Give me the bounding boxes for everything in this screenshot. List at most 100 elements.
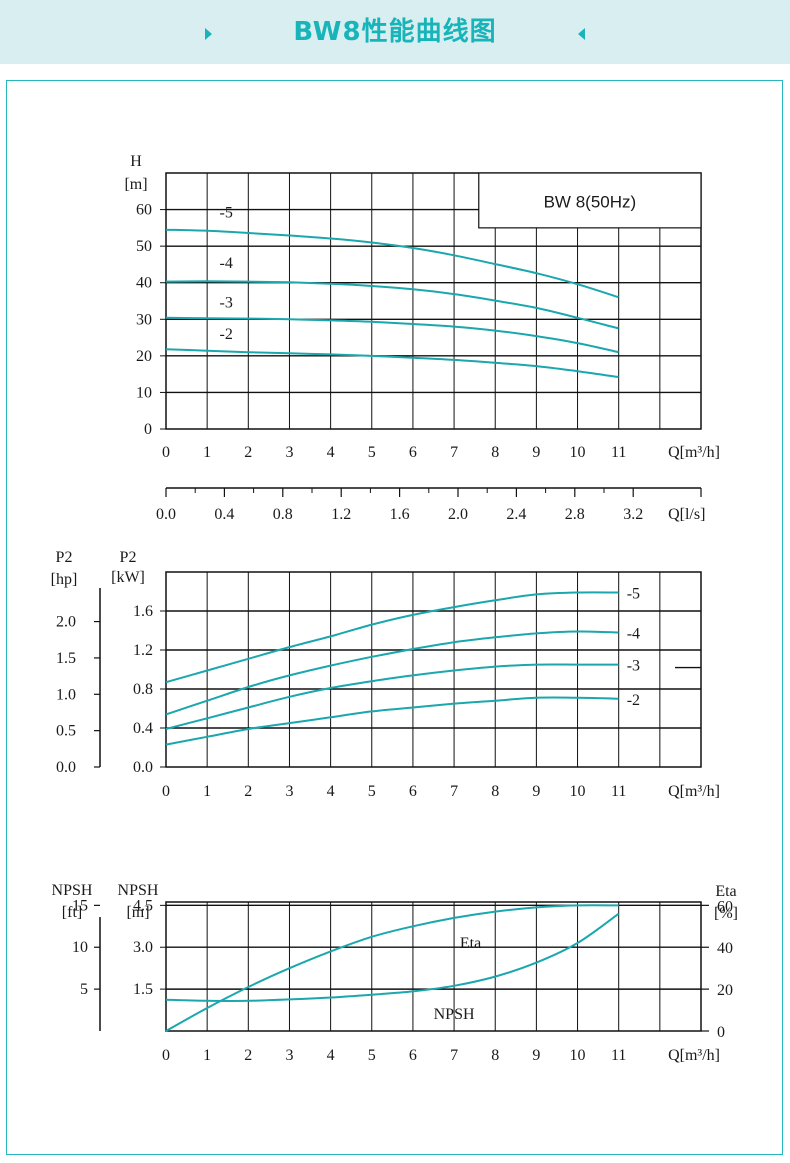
power-x-tick-label: 6 <box>409 783 417 800</box>
npsh-m-axis-label: NPSH <box>118 882 159 899</box>
npsh-m-axis-unit: [m] <box>126 904 149 921</box>
power-kw-tick-label: 0.4 <box>133 720 153 737</box>
eta-tick-label: 60 <box>717 898 733 915</box>
arrow-left-icon <box>578 28 585 40</box>
power-kw-tick-label: 0.8 <box>133 681 153 698</box>
npsh-x-tick-label: 6 <box>409 1047 417 1064</box>
power-hp-tick-label: 0.5 <box>56 723 76 740</box>
power-curve <box>165 630 619 716</box>
model-name-box <box>478 172 702 229</box>
head-series-label: -5 <box>220 205 233 222</box>
power-curve <box>165 591 619 684</box>
head-curve <box>165 228 620 299</box>
power-series-label: -2 <box>627 692 640 709</box>
npsh-plot-border <box>165 901 702 1032</box>
head-y-tick-label: 30 <box>136 311 152 328</box>
power-x-axis-label: Q[m³/h] <box>668 783 720 800</box>
head-x-tick-label: 7 <box>450 444 458 461</box>
head-curve <box>165 280 619 330</box>
flow-ls-tick-label: 1.2 <box>331 506 351 523</box>
npsh-ft-tick-label: 10 <box>72 939 88 956</box>
power-curve <box>165 663 619 730</box>
head-series-label: -4 <box>220 255 233 272</box>
power-hp-tick-label: 1.0 <box>56 686 76 703</box>
power-x-tick-label: 1 <box>203 783 211 800</box>
title-banner <box>0 0 790 64</box>
head-x-tick-label: 5 <box>368 444 376 461</box>
head-x-tick-label: 1 <box>203 444 211 461</box>
head-x-tick-label: 10 <box>570 444 586 461</box>
power-series-label: -3 <box>627 658 640 675</box>
power-x-tick-label: 7 <box>450 783 458 800</box>
power-curve <box>165 696 619 746</box>
npsh-x-tick-label: 10 <box>570 1047 586 1064</box>
power-x-tick-label: 0 <box>162 783 170 800</box>
head-x-tick-label: 9 <box>532 444 540 461</box>
npsh-x-tick-label: 1 <box>203 1047 211 1064</box>
head-y-tick-label: 10 <box>136 384 152 401</box>
npsh-x-tick-label: 5 <box>368 1047 376 1064</box>
head-series-label: -2 <box>220 326 233 343</box>
flow-ls-tick-label: 1.6 <box>390 506 410 523</box>
power-x-tick-label: 10 <box>570 783 586 800</box>
npsh-x-tick-label: 4 <box>327 1047 335 1064</box>
power-kw-axis-label: P2 <box>120 549 137 566</box>
power-kw-tick-label: 0.0 <box>133 759 153 776</box>
npsh-curve <box>165 912 620 1002</box>
power-hp-tick-label: 1.5 <box>56 650 76 667</box>
power-x-tick-label: 8 <box>491 783 499 800</box>
npsh-m-tick-label: 4.5 <box>133 897 153 914</box>
flow-ls-tick-label: 2.8 <box>565 506 585 523</box>
head-y-axis-label: H <box>130 153 142 170</box>
power-kw-axis-unit: [kW] <box>111 569 145 586</box>
page-title: BW8性能曲线图 <box>293 17 497 47</box>
head-x-tick-label: 11 <box>611 444 626 461</box>
head-y-tick-label: 20 <box>136 348 152 365</box>
eta-tick-label: 40 <box>717 940 733 957</box>
eta-axis-unit: [%] <box>714 905 738 922</box>
power-x-tick-label: 4 <box>327 783 335 800</box>
npsh-ft-tick-label: 15 <box>72 897 88 914</box>
npsh-x-tick-label: 9 <box>532 1047 540 1064</box>
npsh-x-tick-label: 3 <box>285 1047 293 1064</box>
flow-ls-tick-label: 0.4 <box>214 506 234 523</box>
flow-ls-tick-label: 2.0 <box>448 506 468 523</box>
chart-frame <box>6 80 783 1155</box>
power-x-tick-label: 2 <box>244 783 252 800</box>
head-x-tick-label: 0 <box>162 444 170 461</box>
head-x-axis-label: Q[m³/h] <box>668 444 720 461</box>
power-series-label: -4 <box>627 625 640 642</box>
flow-ls-tick-label: 3.2 <box>623 506 643 523</box>
eta-tick-label: 0 <box>717 1024 725 1041</box>
arrow-right-icon <box>205 28 212 40</box>
power-hp-tick-label: 2.0 <box>56 614 76 631</box>
power-x-tick-label: 3 <box>285 783 293 800</box>
model-name-label: BW 8(50Hz) <box>544 193 637 212</box>
npsh-ft-tick-label: 5 <box>80 981 88 998</box>
npsh-ft-axis-unit: [ft] <box>62 904 82 921</box>
power-plot-border <box>165 571 702 768</box>
npsh-series-label: NPSH <box>434 1006 475 1023</box>
head-series-label: -3 <box>220 295 233 312</box>
eta-curve <box>165 904 619 1032</box>
power-x-tick-label: 9 <box>532 783 540 800</box>
npsh-ft-axis-label: NPSH <box>52 882 93 899</box>
npsh-x-tick-label: 0 <box>162 1047 170 1064</box>
head-curve <box>165 348 619 379</box>
head-y-tick-label: 50 <box>136 238 152 255</box>
flow-ls-tick-label: 0.0 <box>156 506 176 523</box>
head-y-axis-unit: [m] <box>124 176 147 193</box>
eta-axis-label: Eta <box>715 883 736 900</box>
npsh-x-axis-label: Q[m³/h] <box>668 1047 720 1064</box>
power-hp-axis-unit: [hp] <box>51 571 78 588</box>
head-x-tick-label: 3 <box>285 444 293 461</box>
power-series-label: -5 <box>627 585 640 602</box>
eta-tick-label: 20 <box>717 982 733 999</box>
power-x-tick-label: 5 <box>368 783 376 800</box>
npsh-x-tick-label: 11 <box>611 1047 626 1064</box>
eta-series-label: Eta <box>460 935 481 952</box>
flow-ls-tick-label: 0.8 <box>273 506 293 523</box>
npsh-x-tick-label: 2 <box>244 1047 252 1064</box>
flow-ls-tick-label: 2.4 <box>506 506 526 523</box>
